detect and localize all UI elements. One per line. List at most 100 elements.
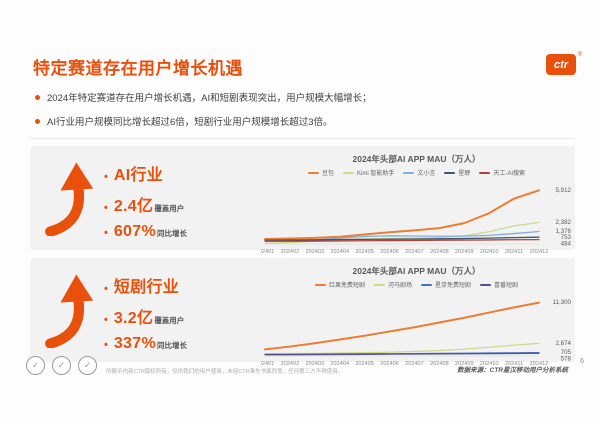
bullet-item: AI行业用户规模同比增长超过6倍，短剧行业用户规模增长超过3倍。 [35, 114, 372, 128]
legend-item: 喜番短剧 [480, 280, 518, 289]
legend-label: 星野 [458, 171, 471, 177]
short-drama-app-mau-chart: 2024年头部AI APP MAU（万人） 红果免费短剧 河马剧场 星芽免费短剧 喜番短… [258, 258, 575, 367]
legend-label: Kimi 智能助手 [356, 171, 395, 177]
short-drama-panel: • 短剧行业 • 3.2亿 覆盖用户 • 337% 同比增长 2024年头部AI… [30, 258, 575, 367]
short-drama-stats: • 短剧行业 • 3.2亿 覆盖用户 • 337% 同比增长 [104, 258, 258, 362]
series-end-value-label: 705 [560, 349, 571, 356]
line-series-3 [263, 236, 540, 241]
bullet-dot-icon: • [104, 314, 108, 326]
x-tick-label: 202408 [430, 249, 449, 255]
line-chart-plot: 202401 202402 202403 202404 202405 202406 2024… [261, 187, 572, 255]
bullet-text: AI行业用户规模同比增长超过6倍，短剧行业用户规模增长超过3倍。 [47, 117, 333, 128]
series-end-value-label: 2,382 [555, 219, 571, 226]
growth-arrow-icon [30, 146, 104, 250]
legend-swatch-icon [444, 172, 456, 175]
x-tick-label: 202412 [529, 361, 548, 367]
x-tick-label: 202407 [405, 249, 424, 255]
industry-name: 短剧行业 [113, 279, 180, 296]
legend-label: 文小言 [417, 171, 436, 177]
x-tick-label: 202403 [305, 361, 324, 367]
users-label: 覆盖用户 [154, 316, 185, 325]
x-tick-label: 202410 [479, 249, 498, 255]
legend-label: 豆包 [321, 171, 334, 177]
legend-label: 天工-AI搜索 [493, 171, 526, 177]
legend-item: 天工-AI搜索 [479, 168, 525, 177]
x-tick-label: 202402 [280, 249, 299, 255]
bullet-dot-icon: • [104, 283, 108, 295]
x-tick-label: 202401 [261, 361, 274, 367]
certification-badge-icon: ✓ [26, 356, 45, 375]
bullet-dot-icon [35, 118, 40, 124]
divider [30, 138, 575, 139]
ai-industry-stats: • AI行业 • 2.4亿 覆盖用户 • 607% 同比增长 [104, 146, 258, 250]
certification-badges: ✓ ✓ ✓ [26, 356, 97, 375]
legend-swatch-icon [373, 284, 385, 287]
page-number: 6 [580, 358, 584, 365]
x-tick-label: 202407 [405, 361, 424, 367]
x-tick-label: 202404 [330, 249, 349, 255]
x-tick-label: 202401 [261, 249, 274, 255]
bullet-text: 2024年特定赛道存在用户增长机遇，AI和短剧表现突出，用户规模大幅增长； [47, 93, 372, 104]
line-series-4 [263, 238, 540, 242]
legend-label: 喜番短剧 [494, 283, 519, 289]
line-series-0 [263, 301, 540, 351]
stat-line-growth: • 607% 同比增长 [104, 223, 258, 241]
ai-industry-panel: • AI行业 • 2.4亿 覆盖用户 • 607% 同比增长 2024年头部AI… [30, 146, 575, 255]
x-tick-label: 202406 [380, 249, 399, 255]
x-tick-label: 202408 [430, 361, 449, 367]
legend-item: 星芽免费短剧 [421, 280, 471, 289]
bullet-dot-icon [35, 94, 40, 100]
legend-label: 星芽免费短剧 [435, 283, 472, 289]
legend-swatch-icon [421, 284, 432, 287]
registered-mark: ® [577, 52, 582, 58]
ai-app-mau-chart: 2024年头部AI APP MAU（万人） 豆包 Kimi 智能助手 文小言 星野 天工-… [258, 146, 575, 255]
series-end-value-label: 2,674 [555, 340, 571, 347]
x-tick-label: 202411 [504, 249, 522, 255]
ctr-logo-icon: ctr [546, 54, 576, 75]
line-series-3 [263, 352, 540, 356]
x-tick-label: 202411 [504, 361, 522, 367]
stat-line-users: • 2.4亿 覆盖用户 [104, 192, 258, 216]
legend-item: 文小言 [403, 168, 435, 177]
growth-value: 607% [113, 223, 156, 240]
certification-badge-icon: ✓ [52, 356, 71, 375]
chart-title: 2024年头部AI APP MAU（万人） [352, 266, 481, 276]
chart-legend: 红果免费短剧 河马剧场 星芽免费短剧 喜番短剧 [258, 280, 575, 289]
x-tick-label: 202406 [380, 361, 399, 367]
bullet-dot-icon: • [104, 227, 108, 239]
x-tick-label: 202410 [479, 361, 498, 367]
series-end-value-label: 11,300 [552, 299, 571, 306]
legend-label: 红果免费短剧 [328, 283, 365, 289]
legend-label: 河马剧场 [387, 283, 412, 289]
legend-item: 豆包 [307, 168, 334, 177]
x-tick-label: 202405 [355, 361, 374, 367]
bullet-item: 2024年特定赛道存在用户增长机遇，AI和短剧表现突出，用户规模大幅增长； [35, 90, 372, 104]
series-end-value-label: 578 [560, 355, 571, 362]
legend-item: 星野 [444, 168, 470, 177]
x-tick-label: 202409 [454, 249, 473, 255]
users-value: 3.2亿 [113, 310, 154, 327]
x-tick-label: 202404 [330, 361, 349, 367]
legend-swatch-icon [307, 172, 319, 175]
data-source-note: 数据来源：CTR星汉移动用户分析系统 [457, 367, 568, 374]
line-chart-plot: 202401 202402 202403 202404 202405 202406 2024… [261, 299, 572, 367]
legend-swatch-icon [479, 172, 491, 175]
chart-legend: 豆包 Kimi 智能助手 文小言 星野 天工-AI搜索 [258, 168, 575, 177]
series-end-value-label: 1,376 [555, 228, 571, 235]
certification-badge-icon: ✓ [78, 356, 97, 375]
stat-line-growth: • 337% 同比增长 [104, 335, 258, 353]
x-tick-label: 202409 [454, 361, 473, 367]
x-tick-label: 202405 [355, 249, 374, 255]
copyright-disclaimer: 所展示内容CTR版权所有，仅供我们的用户使用，未经CTR事先书面同意，任何第三方… [106, 369, 344, 375]
x-tick-label: 202402 [280, 361, 299, 367]
series-end-value-label: 753 [560, 234, 571, 241]
stat-line-users: • 3.2亿 覆盖用户 [104, 304, 258, 328]
industry-name: AI行业 [113, 167, 164, 184]
x-tick-label: 202403 [305, 249, 324, 255]
chart-title: 2024年头部AI APP MAU（万人） [352, 154, 481, 164]
stat-line-industry: • AI行业 [104, 161, 258, 185]
growth-value: 337% [113, 335, 156, 352]
bullet-dot-icon: • [104, 171, 108, 183]
bullet-dot-icon: • [104, 202, 108, 214]
